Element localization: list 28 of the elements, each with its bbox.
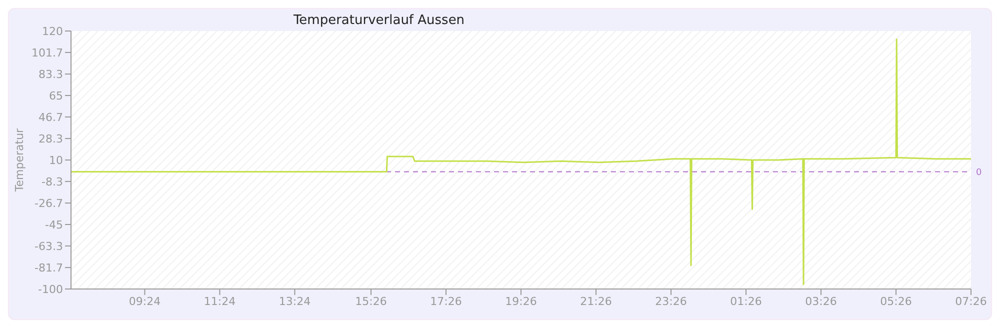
x-tick-label: 15:26 [355, 294, 387, 308]
y-tick-label: -100 [38, 282, 63, 296]
y-tick-label: -45 [45, 218, 63, 232]
x-tick-label: 09:24 [128, 294, 161, 308]
x-tick-label: 21:26 [580, 294, 612, 308]
y-tick-label: 83.3 [38, 68, 63, 81]
y-tick-label: 65 [49, 89, 63, 102]
x-tick-label: 19:26 [505, 294, 537, 308]
x-tick-label: 01:26 [730, 294, 762, 308]
x-tick-label: 07:26 [955, 294, 987, 308]
y-axis-title: Temperatur [12, 128, 26, 193]
chart-title: Temperaturverlauf Aussen [293, 13, 465, 28]
y-tick-label: 101.7 [32, 46, 63, 60]
x-tick-label: 13:24 [278, 294, 311, 308]
y-tick-label: -81.7 [34, 261, 63, 274]
y-tick-label: 28.3 [38, 132, 63, 146]
y-tick-label: -26.7 [34, 196, 63, 210]
y-tick-label: -63.3 [34, 240, 63, 253]
ref-line-label: 0 [976, 168, 982, 178]
y-tick-label: -8.3 [42, 175, 63, 188]
y-tick-label: 10 [49, 154, 63, 167]
x-tick-label: 05:26 [880, 294, 912, 308]
x-tick-label: 11:24 [204, 294, 236, 308]
y-tick-label: 120 [42, 24, 63, 38]
y-tick-label: 46.7 [38, 110, 63, 124]
x-tick-label: 17:26 [430, 294, 462, 308]
x-tick-label: 23:26 [655, 294, 687, 308]
x-tick-label: 03:26 [805, 294, 837, 308]
